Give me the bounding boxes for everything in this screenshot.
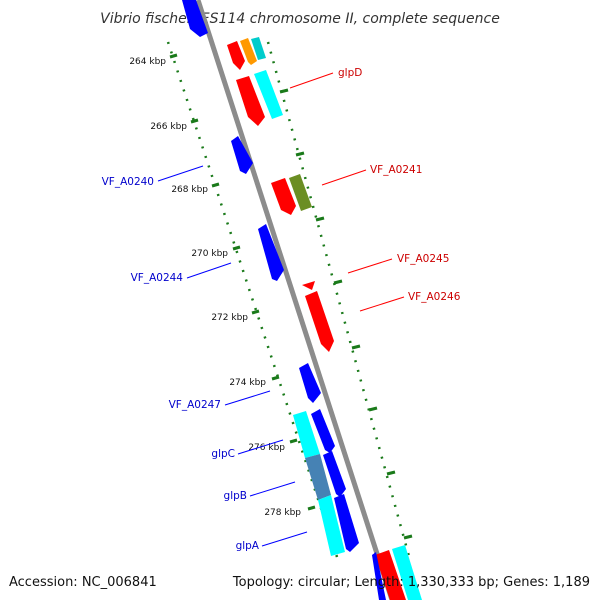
leader-VF_A0247: [224, 390, 271, 406]
feature-olive[interactable]: [289, 174, 312, 211]
outer-ruler-ticks: [279, 88, 413, 540]
label-glpC[interactable]: glpC: [211, 448, 235, 460]
feature-bottom-cyan[interactable]: [392, 545, 422, 600]
label-VF_A0244[interactable]: VF_A0244: [131, 272, 184, 284]
leader-glpD: [289, 72, 334, 89]
gene-VF_A0240[interactable]: [231, 136, 253, 174]
label-VF_A0241[interactable]: VF_A0241: [370, 164, 422, 176]
ruler-label-270: 270 kbp: [191, 249, 228, 259]
feature-cyan-small-top[interactable]: [251, 37, 266, 60]
feature-orange[interactable]: [240, 38, 257, 65]
gene-glpC[interactable]: [311, 409, 335, 453]
gene-VF_A0241-red[interactable]: [271, 178, 296, 215]
label-VF_A0247[interactable]: VF_A0247: [169, 399, 221, 411]
label-VF_A0245[interactable]: VF_A0245: [397, 253, 449, 265]
inner-dotted-track: [166, 41, 340, 561]
gene-bottom-red[interactable]: [375, 550, 406, 600]
map-title: Vibrio fischeri ES114 chromosome II, com…: [100, 11, 500, 27]
leader-VF_A0245: [347, 258, 393, 274]
feature-steel-glpB[interactable]: [305, 454, 331, 500]
inner-ruler-ticks: [169, 53, 316, 511]
label-VF_A0240[interactable]: VF_A0240: [102, 176, 154, 188]
gene-glpD-red[interactable]: [236, 76, 265, 126]
leader-VF_A0241: [321, 169, 367, 186]
gene-glpA[interactable]: [334, 494, 359, 552]
ruler-label-264: 264 kbp: [129, 57, 166, 67]
label-glpD[interactable]: glpD: [338, 67, 362, 79]
gene-VF_A0247[interactable]: [299, 363, 321, 403]
gene-bottom-blue-tail[interactable]: [372, 552, 386, 600]
gene-top-blue[interactable]: [182, 0, 208, 37]
gene-VF_A0246[interactable]: [305, 291, 334, 352]
topology-summary: Topology: circular; Length: 1,330,333 bp…: [232, 575, 590, 590]
ruler-label-274: 274 kbp: [229, 378, 266, 388]
gene-glpB[interactable]: [323, 451, 346, 497]
gene-VF_A0245[interactable]: [302, 281, 315, 290]
leader-glpB: [249, 481, 296, 497]
feature-cyan-glpA[interactable]: [318, 495, 345, 556]
leader-VF_A0240: [157, 165, 204, 182]
label-VF_A0246[interactable]: VF_A0246: [408, 291, 461, 303]
backbone-line: [195, 0, 395, 600]
label-glpA[interactable]: glpA: [236, 540, 260, 552]
ruler-label-268: 268 kbp: [171, 185, 208, 195]
leader-glpC: [237, 439, 284, 455]
feature-glpD-cyan[interactable]: [254, 70, 283, 119]
ruler-label-278: 278 kbp: [264, 508, 301, 518]
leader-VF_A0244: [186, 262, 232, 279]
gene-VF_A0244[interactable]: [258, 224, 284, 281]
ruler-label-266: 266 kbp: [150, 122, 187, 132]
leader-VF_A0246: [359, 296, 405, 312]
feature-cyan-glpC[interactable]: [293, 411, 320, 458]
accession-text: Accession: NC_006841: [9, 575, 157, 590]
label-glpB[interactable]: glpB: [224, 490, 247, 502]
ruler-label-272: 272 kbp: [211, 313, 248, 323]
gene-red-small-top[interactable]: [227, 41, 245, 70]
ruler-label-276: 276 kbp: [248, 443, 285, 453]
leader-glpA: [261, 531, 308, 547]
